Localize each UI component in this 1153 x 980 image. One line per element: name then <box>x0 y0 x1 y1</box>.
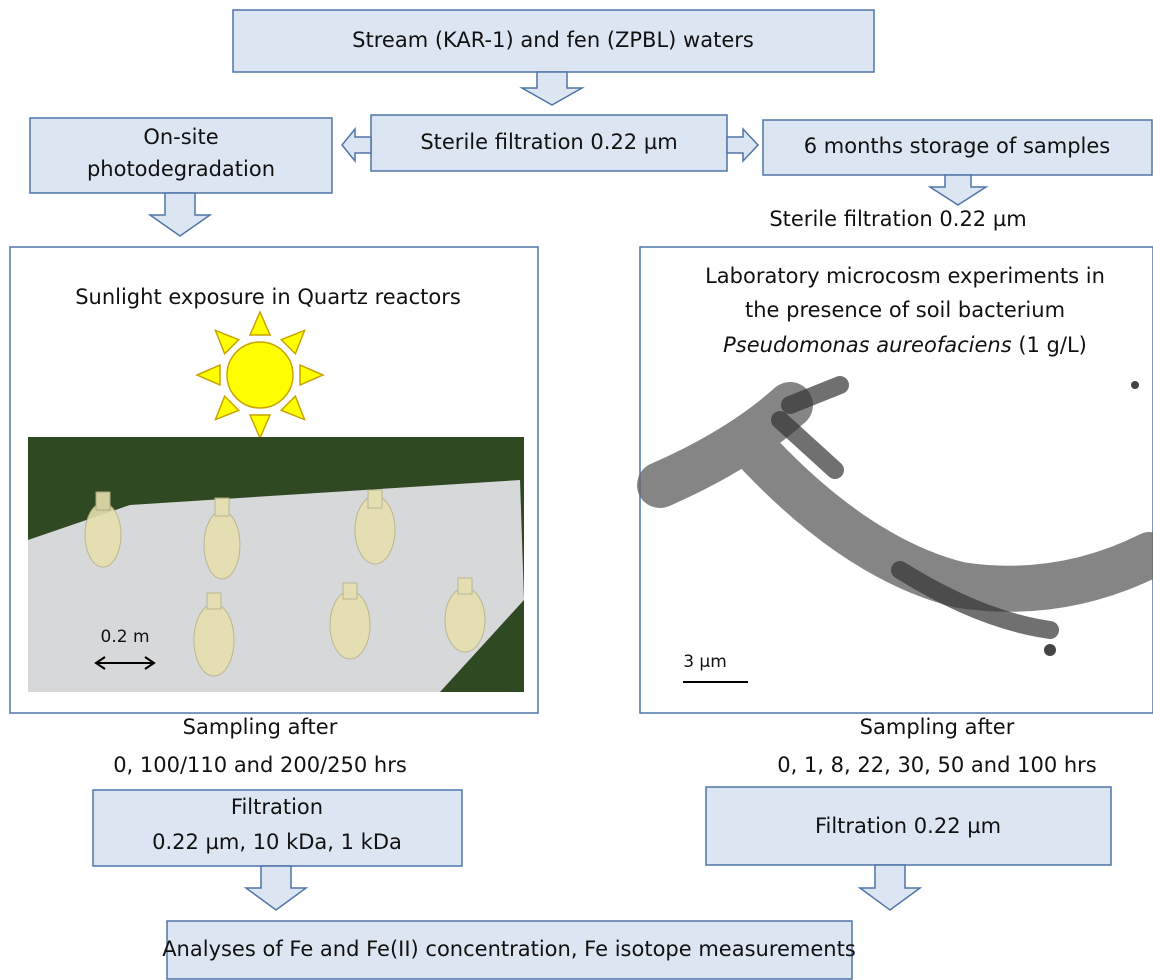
source-label: Stream (KAR-1) and fen (ZPBL) waters <box>352 28 754 52</box>
panel-title: Sunlight exposure in Quartz reactors <box>75 285 461 309</box>
panel-text: the presence of soil bacterium <box>745 298 1065 322</box>
sampling-label: Sampling after <box>183 715 338 739</box>
arrow <box>726 127 760 163</box>
panel-text: Pseudomonas aureofaciens (1 g/L) <box>723 333 1087 357</box>
arrow <box>927 174 989 206</box>
scale-label: 3 µm <box>683 652 727 672</box>
arrow <box>147 192 213 237</box>
photodegradation-box <box>29 117 333 194</box>
filtration-box <box>705 786 1112 866</box>
source-box <box>232 9 875 73</box>
storage-label: 6 months storage of samples <box>804 134 1110 158</box>
arrow <box>243 865 309 911</box>
analyses-box <box>166 920 853 980</box>
filtration-label: Filtration <box>231 795 323 819</box>
micrograph <box>637 376 1153 683</box>
storage-filtration-label: Sterile filtration 0.22 µm <box>769 207 1026 231</box>
sampling-label: Sampling after <box>860 715 1015 739</box>
arrow <box>519 71 585 106</box>
scale-label: 0.2 m <box>101 627 150 647</box>
arrow <box>857 864 923 911</box>
panel-text: Laboratory microcosm experiments in <box>705 264 1105 288</box>
reactor-photo <box>28 437 524 692</box>
filtration-box <box>92 789 463 867</box>
concentration: (1 g/L) <box>1018 333 1087 357</box>
microcosm-panel <box>639 246 1153 714</box>
sun-icon <box>195 310 325 440</box>
filtration-box <box>370 114 728 172</box>
sampling-label: 0, 1, 8, 22, 30, 50 and 100 hrs <box>777 753 1097 777</box>
filtration-label: 0.22 µm, 10 kDa, 1 kDa <box>152 830 402 854</box>
photodegradation-label: photodegradation <box>87 157 275 181</box>
sampling-label: 0, 100/110 and 200/250 hrs <box>113 753 407 777</box>
analyses-label: Analyses of Fe and Fe(II) concentration,… <box>162 937 856 961</box>
filtration-label: Filtration 0.22 µm <box>815 814 1001 838</box>
arrow <box>341 126 372 164</box>
organism: Pseudomonas aureofaciens <box>723 333 1012 357</box>
photodegradation-label: On-site <box>143 125 218 149</box>
filtration-label: Sterile filtration 0.22 µm <box>420 130 677 154</box>
storage-box <box>762 119 1153 176</box>
